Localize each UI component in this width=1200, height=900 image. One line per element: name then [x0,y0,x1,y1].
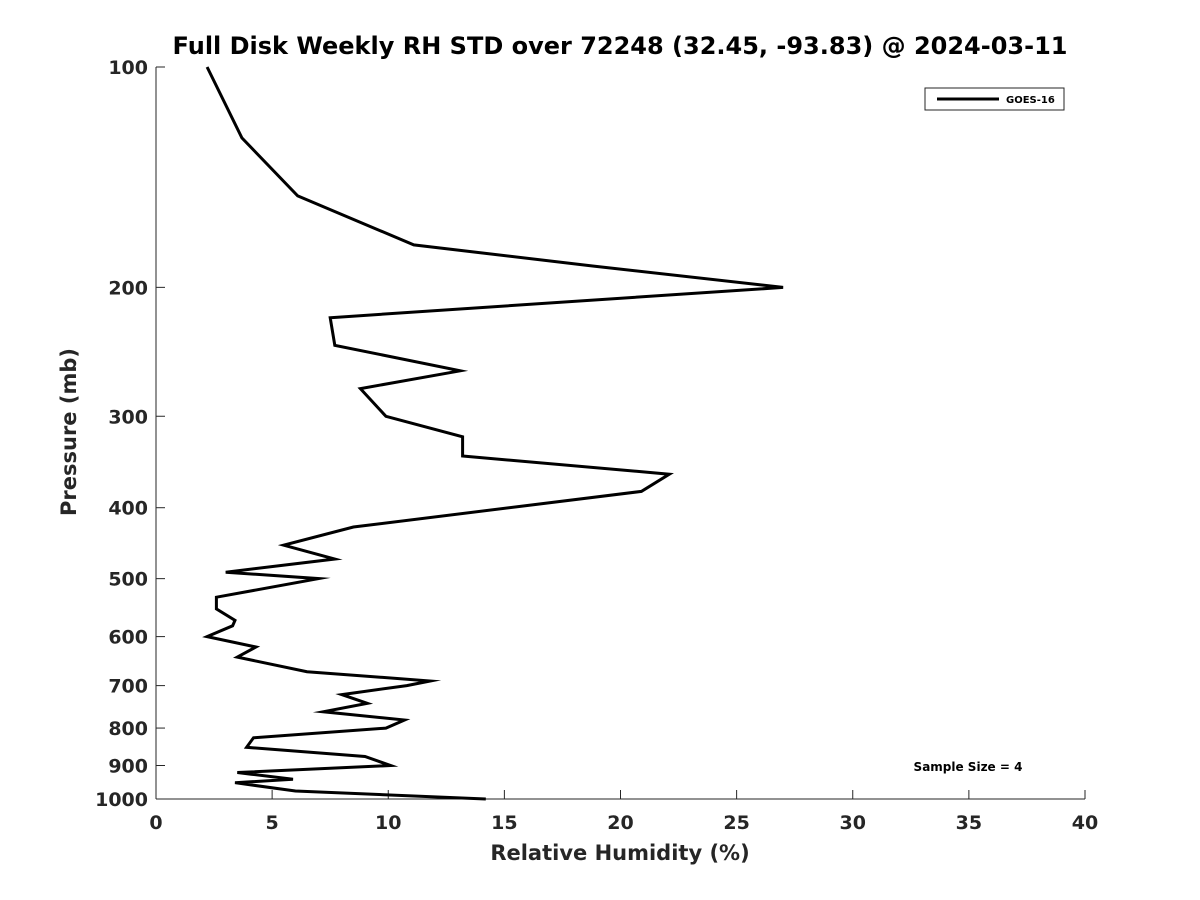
x-tick-label: 25 [723,812,749,834]
x-tick-label: 30 [840,812,866,834]
y-axis-label: Pressure (mb) [57,348,81,516]
series-layer [202,66,784,801]
plot-area: 0 5 10 15 20 25 30 35 40 100 200 300 400 500 600 700 80… [95,57,1098,834]
y-tick-label: 300 [108,406,148,428]
y-tick-label: 500 [108,569,148,591]
x-tick-label: 15 [491,812,517,834]
legend-label-goes16: GOES-16 [1006,95,1055,106]
y-tick-label: 200 [108,277,148,299]
x-tick-label: 10 [375,812,401,834]
legend: GOES-16 [924,87,1065,111]
y-tick-label: 400 [108,498,148,520]
x-axis-ticks: 0 5 10 15 20 25 30 35 40 [149,790,1098,834]
y-tick-label: 600 [108,627,148,649]
x-tick-label: 35 [956,812,982,834]
y-tick-label: 800 [108,718,148,740]
y-axis-ticks: 100 200 300 400 500 600 700 800 900 1000 [95,57,165,811]
y-tick-label: 100 [108,57,148,79]
x-tick-label: 40 [1072,812,1098,834]
y-tick-label: 900 [108,756,148,778]
sample-size-annotation: Sample Size = 4 [914,760,1023,774]
chart-title: Full Disk Weekly RH STD over 72248 (32.4… [173,32,1068,60]
x-tick-label: 0 [149,812,162,834]
x-axis-label: Relative Humidity (%) [490,841,749,865]
y-tick-label: 1000 [95,789,148,811]
x-tick-label: 5 [266,812,279,834]
x-tick-label: 20 [607,812,633,834]
y-tick-label: 700 [108,676,148,698]
series-line-goes16 [202,66,784,801]
